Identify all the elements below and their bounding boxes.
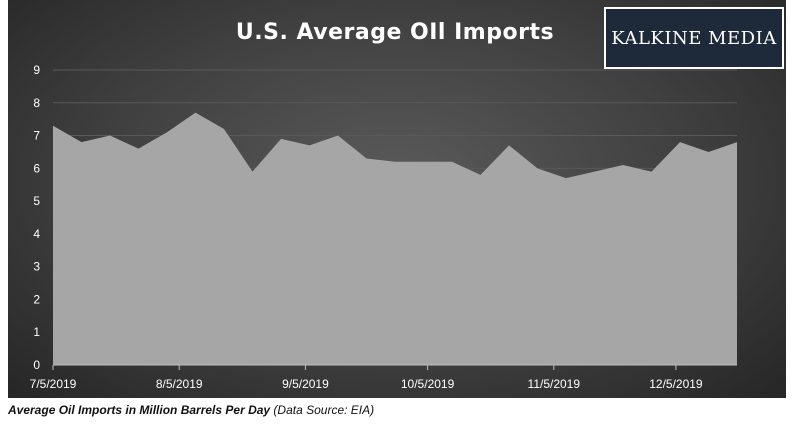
oil-imports-area: [53, 112, 737, 365]
y-tick-label: 7: [33, 129, 40, 143]
y-tick-label: 2: [33, 292, 40, 306]
chart-caption: Average Oil Imports in Million Barrels P…: [8, 403, 374, 417]
caption-main: Average Oil Imports in Million Barrels P…: [8, 403, 271, 417]
y-tick-label: 5: [33, 194, 40, 208]
area-series: [53, 112, 737, 365]
x-tick-label: 9/5/2019: [282, 377, 329, 391]
x-tick-label: 7/5/2019: [30, 377, 77, 391]
y-tick-label: 0: [33, 358, 40, 372]
kalkine-media-logo: KALKINE MEDIA: [604, 7, 784, 69]
x-tick-labels: 7/5/2019 8/5/2019 9/5/2019 10/5/2019 11/5/20…: [30, 377, 703, 391]
axes: [52, 364, 737, 370]
y-tick-label: 1: [33, 325, 40, 339]
x-tick-label: 12/5/2019: [649, 377, 703, 391]
y-tick-labels: 0 1 2 3 4 5 6 7 8 9: [33, 63, 40, 372]
x-tick-label: 10/5/2019: [401, 377, 455, 391]
chart-title: U.S. Average OIl Imports: [235, 20, 555, 45]
y-tick-label: 3: [33, 260, 40, 274]
logo-text: KALKINE MEDIA: [611, 27, 777, 49]
y-tick-label: 9: [33, 63, 40, 77]
y-tick-label: 4: [33, 227, 40, 241]
x-tick-label: 8/5/2019: [156, 377, 203, 391]
y-tick-label: 6: [33, 161, 40, 175]
y-tick-label: 8: [33, 96, 40, 110]
x-tick-label: 11/5/2019: [528, 377, 581, 391]
caption-source: (Data Source: EIA): [270, 403, 375, 417]
